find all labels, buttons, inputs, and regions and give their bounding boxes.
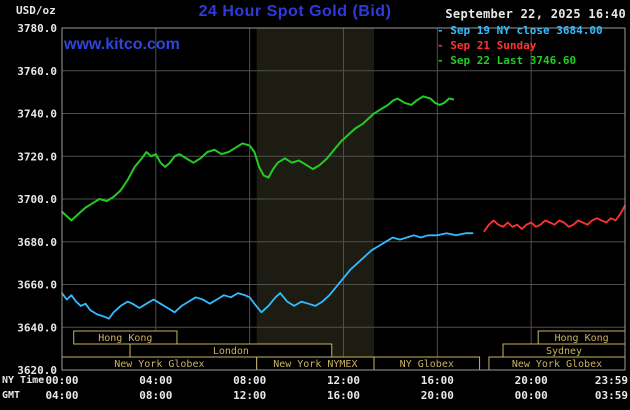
x-tick-ny-label: 12:00 xyxy=(327,374,360,387)
x-tick-ny-label: 08:00 xyxy=(233,374,266,387)
legend-item: - Sep 21 Sunday xyxy=(437,39,537,52)
y-tick-label: 3700.0 xyxy=(17,193,57,206)
x-tick-gmt-label: 16:00 xyxy=(327,389,360,402)
session-box xyxy=(73,330,178,345)
session-label: London xyxy=(213,346,249,357)
x-tick-gmt-label: 20:00 xyxy=(421,389,454,402)
datetime-label: September 22, 2025 16:40 xyxy=(445,7,626,21)
session-label: Sydney xyxy=(546,346,582,357)
ny-time-axis-label: NY Time xyxy=(2,375,45,386)
session-label: New York Globex xyxy=(512,359,602,370)
x-tick-gmt-label: 12:00 xyxy=(233,389,266,402)
y-tick-label: 3680.0 xyxy=(17,236,57,249)
session-label: Hong Kong xyxy=(98,333,152,344)
session-label: NY Globex xyxy=(400,359,454,370)
legend: - Sep 19 NY close 3684.00 - Sep 21 Sunday… xyxy=(437,23,603,68)
legend-item: - Sep 22 Last 3746.60 xyxy=(437,54,577,67)
gmt-axis-label: GMT xyxy=(2,390,21,401)
y-tick-label: 3720.0 xyxy=(17,150,57,163)
chart-title: 24 Hour Spot Gold (Bid) xyxy=(198,3,392,20)
x-tick-ny-label: 20:00 xyxy=(515,374,548,387)
x-tick-ny-label: 04:00 xyxy=(139,374,172,387)
y-tick-label: 3620.0 xyxy=(17,364,57,377)
session-label: New York Globex xyxy=(114,359,204,370)
x-tick-gmt-label: 03:59 xyxy=(595,389,628,402)
y-tick-label: 3660.0 xyxy=(17,279,57,292)
plot-border xyxy=(61,27,626,371)
session-label: New York NYMEX xyxy=(273,359,357,370)
x-tick-ny-label: 00:00 xyxy=(45,374,78,387)
y-tick-label: 3780.0 xyxy=(17,22,57,35)
series-line-1 xyxy=(483,204,626,233)
kitco-watermark-link[interactable]: www.kitco.com xyxy=(64,36,180,53)
x-tick-gmt-label: 04:00 xyxy=(45,389,78,402)
series-line-0 xyxy=(61,232,474,320)
x-tick-ny-label: 16:00 xyxy=(421,374,454,387)
x-tick-gmt-label: 08:00 xyxy=(139,389,172,402)
units-label: USD/oz xyxy=(16,4,56,17)
y-tick-label: 3640.0 xyxy=(17,321,57,334)
x-tick-ny-label: 23:59 xyxy=(595,374,628,387)
y-tick-label: 3760.0 xyxy=(17,65,57,78)
session-label: Hong Kong xyxy=(555,333,609,344)
y-tick-label: 3740.0 xyxy=(17,108,57,121)
x-tick-gmt-label: 00:00 xyxy=(515,389,548,402)
legend-item: - Sep 19 NY close 3684.00 xyxy=(437,24,603,37)
series-line-2 xyxy=(61,95,455,222)
